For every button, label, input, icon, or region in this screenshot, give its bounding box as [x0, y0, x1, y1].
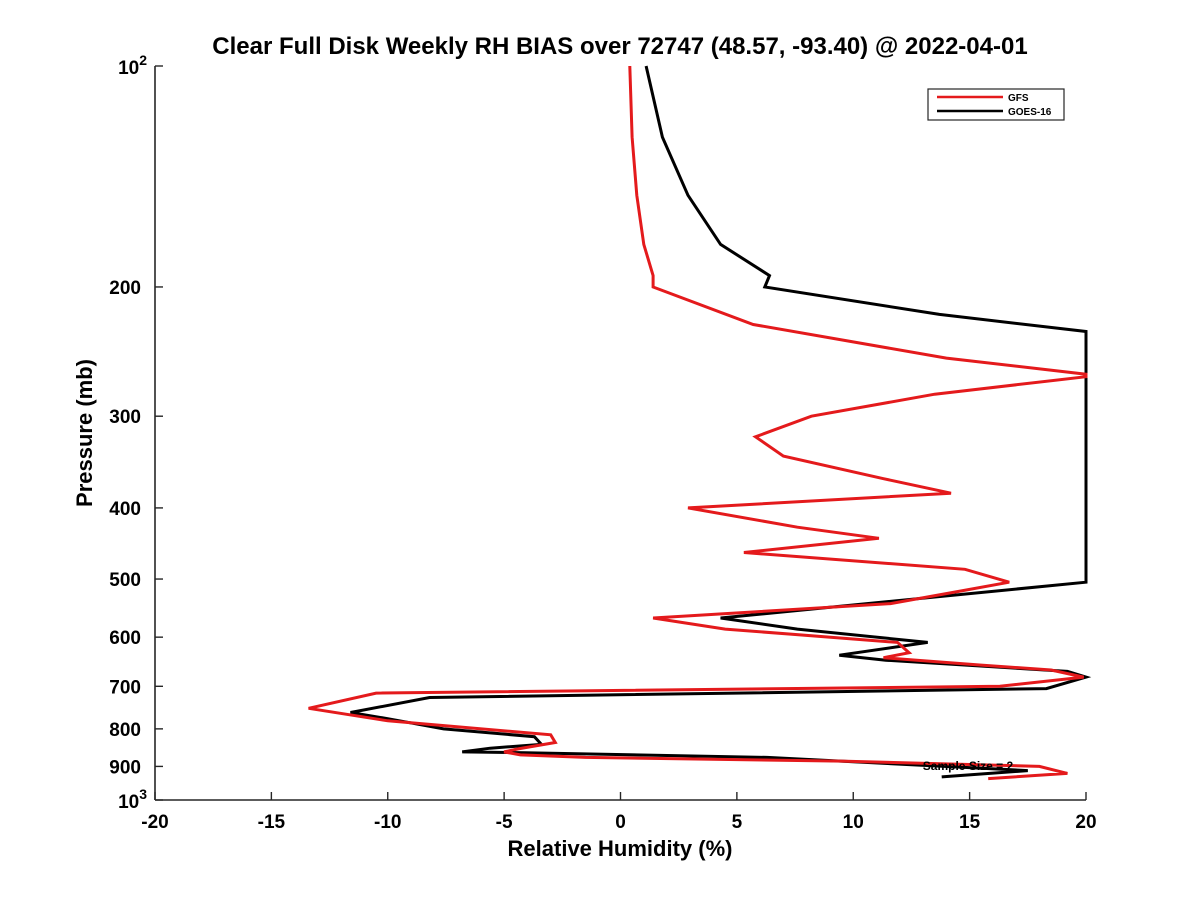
x-ticks: -20 -15 -10 -5 0 5 10 15 20 [141, 792, 1097, 833]
y-tick-label: 103 [118, 786, 147, 813]
x-tick-label: 15 [959, 812, 981, 833]
x-tick-label: -20 [141, 812, 168, 833]
chart-title: Clear Full Disk Weekly RH BIAS over 7274… [212, 33, 1027, 60]
legend[interactable]: GFS GOES-16 [927, 88, 1065, 121]
y-tick-base: 10 [118, 792, 139, 813]
series-line-gfs [308, 65, 1088, 781]
legend-label-gfs: GFS [1008, 93, 1029, 104]
x-tick-label: -5 [496, 812, 513, 833]
x-tick-label: 5 [732, 812, 743, 833]
y-tick-label: 300 [109, 407, 141, 428]
x-tick-label: -10 [374, 812, 401, 833]
y-tick-label: 800 [109, 720, 141, 741]
y-tick-label: 200 [109, 278, 141, 299]
legend-label-goes16: GOES-16 [1008, 107, 1052, 118]
x-tick-label: 20 [1075, 812, 1096, 833]
y-tick-exponent: 3 [139, 786, 147, 802]
x-tick-label: -15 [258, 812, 286, 833]
series-line-goes16 [350, 65, 1092, 779]
x-axis-label: Relative Humidity (%) [508, 836, 733, 861]
y-axis-label: Pressure (mb) [72, 359, 97, 507]
y-tick-exponent: 2 [139, 52, 147, 68]
y-tick-label: 900 [109, 757, 141, 778]
sample-size-annotation: Sample Size = 2 [923, 759, 1014, 773]
y-tick-label: 500 [109, 570, 141, 591]
x-tick-label: 0 [615, 812, 626, 833]
y-tick-label: 600 [109, 628, 141, 649]
x-tick-label: 10 [843, 812, 864, 833]
y-tick-base: 10 [118, 58, 139, 79]
legend-box [927, 88, 1065, 121]
y-tick-label: 700 [109, 677, 141, 698]
y-tick-label: 400 [109, 499, 141, 520]
plot-area [308, 65, 1092, 781]
y-tick-label: 102 [118, 52, 147, 79]
